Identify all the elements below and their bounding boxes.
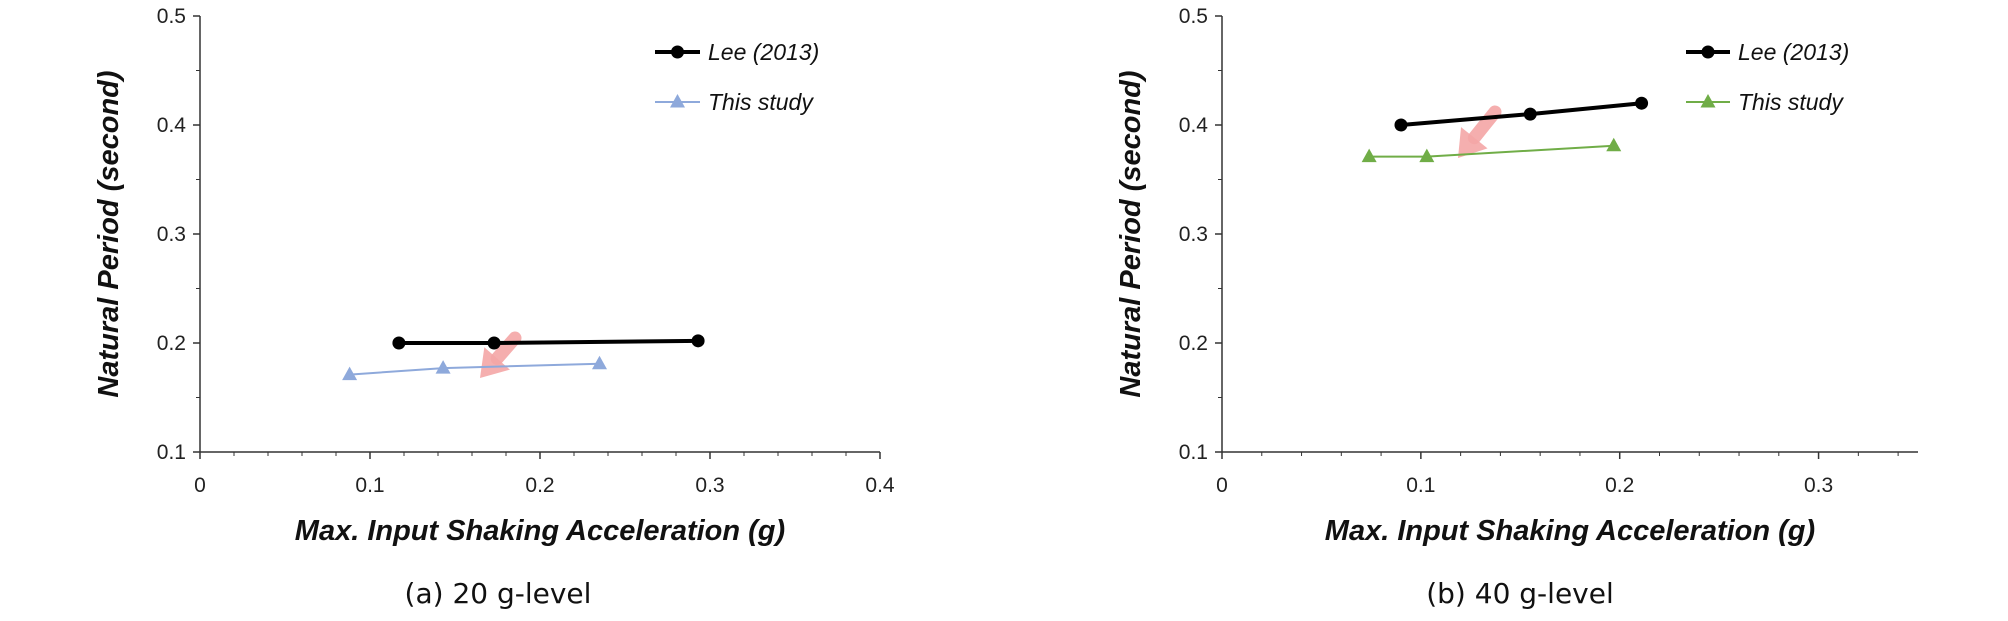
x-tick-label: 0.4 bbox=[865, 474, 895, 497]
data-point bbox=[342, 366, 358, 381]
y-tick-label: 0.3 bbox=[1179, 223, 1208, 246]
data-point bbox=[392, 336, 406, 350]
chart-panel-a: 0.1 0.2 0.3 0.4 0.5 0 0.1 0.2 0.3 0.4 Max. Input S… bbox=[93, 5, 895, 610]
y-tick-label: 0.2 bbox=[1179, 332, 1208, 355]
series-lee-2013 bbox=[392, 334, 705, 350]
series-this-study bbox=[342, 355, 607, 381]
legend-label: This study bbox=[708, 89, 814, 115]
series-lee-2013 bbox=[1394, 96, 1649, 132]
x-axis-title: Max. Input Shaking Acceleration (g) bbox=[295, 515, 785, 547]
y-axis-title: Natural Period (second) bbox=[93, 70, 125, 397]
y-tick-label: 0.4 bbox=[157, 114, 187, 137]
y-tick-label: 0.2 bbox=[157, 332, 186, 355]
legend-label: Lee (2013) bbox=[708, 39, 819, 65]
x-tick-label: 0 bbox=[1216, 474, 1228, 497]
x-tick-label: 0 bbox=[194, 474, 206, 497]
data-point bbox=[1523, 107, 1537, 121]
x-tick-label: 0.1 bbox=[1406, 474, 1435, 497]
series-this-study bbox=[1361, 137, 1622, 163]
x-tick-label: 0.2 bbox=[1605, 474, 1634, 497]
legend-marker bbox=[671, 45, 684, 59]
annotation-arrow-head bbox=[480, 347, 510, 378]
series-line bbox=[398, 338, 699, 345]
data-point bbox=[1361, 148, 1377, 163]
data-point bbox=[487, 336, 501, 350]
data-point bbox=[1606, 137, 1622, 152]
y-tick-label: 0.1 bbox=[1179, 441, 1208, 464]
legend-marker bbox=[1701, 45, 1715, 59]
x-axis-title: Max. Input Shaking Acceleration (g) bbox=[1325, 515, 1815, 547]
y-tick-label: 0.3 bbox=[157, 223, 186, 246]
chart-panel-b: 0.1 0.2 0.3 0.4 0.5 0 0.1 0.2 0.3 Max. Input Shak… bbox=[1115, 5, 1918, 610]
series-line bbox=[349, 362, 600, 376]
data-point bbox=[691, 334, 705, 348]
x-tick-label: 0.3 bbox=[695, 474, 724, 497]
legend-label: Lee (2013) bbox=[1738, 39, 1849, 65]
data-point bbox=[592, 355, 607, 370]
annotation-arrow-head bbox=[1458, 127, 1488, 158]
x-tick-label: 0.2 bbox=[525, 474, 554, 497]
x-tick-label: 0.1 bbox=[355, 474, 384, 497]
series-line bbox=[1369, 144, 1614, 158]
y-tick-label: 0.5 bbox=[1179, 5, 1208, 28]
series-line bbox=[1400, 101, 1642, 127]
y-axis-title: Natural Period (second) bbox=[1115, 70, 1147, 397]
y-tick-label: 0.4 bbox=[1179, 114, 1209, 137]
data-point bbox=[435, 360, 451, 374]
y-tick-label: 0.1 bbox=[157, 441, 186, 464]
legend-label: This study bbox=[1738, 89, 1844, 115]
panel-caption: (b) 40 g-level bbox=[1426, 577, 1614, 610]
y-tick-label: 0.5 bbox=[157, 5, 186, 28]
x-tick-label: 0.3 bbox=[1804, 474, 1833, 497]
data-point bbox=[1635, 96, 1649, 110]
legend-marker bbox=[1700, 94, 1716, 108]
data-point bbox=[1419, 148, 1435, 163]
panel-caption: (a) 20 g-level bbox=[405, 577, 592, 610]
legend-marker bbox=[670, 94, 685, 108]
data-point bbox=[1394, 118, 1408, 132]
